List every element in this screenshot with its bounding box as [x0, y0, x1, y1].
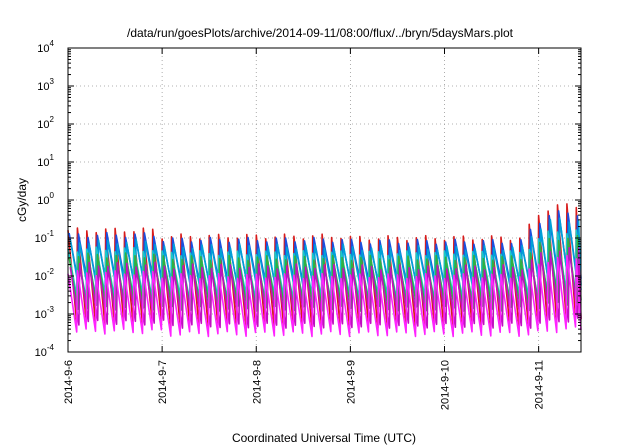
y-tick-label: 104 — [37, 39, 54, 55]
y-tick-exponent: -1 — [47, 229, 55, 238]
series-line-7 — [67, 254, 582, 338]
x-axis-ticks: 2014-9-6 2014-9-7 2014-9-8 2014-9-9 2014-9-1… — [63, 48, 546, 410]
y-tick-label: 10-1 — [35, 229, 55, 245]
y-tick-label: 10-4 — [35, 343, 55, 359]
y-tick-base: 10 — [37, 195, 49, 207]
chart-title: /data/run/goesPlots/archive/2014-09-11/0… — [127, 26, 514, 40]
y-tick-exponent: 3 — [50, 77, 55, 86]
x-tick-label: 2014-9-9 — [345, 360, 357, 404]
y-tick-base: 10 — [35, 347, 47, 359]
y-tick-base: 10 — [35, 309, 47, 321]
y-tick-exponent: 4 — [50, 39, 55, 48]
y-axis-label: cGy/day — [15, 178, 29, 222]
x-tick-label: 2014-9-10 — [440, 360, 452, 410]
y-tick-label: 100 — [37, 191, 54, 207]
y-tick-exponent: -2 — [47, 267, 55, 276]
x-tick-label: 2014-9-8 — [251, 360, 263, 404]
y-tick-label: 103 — [37, 77, 54, 93]
x-tick-label: 2014-9-11 — [534, 360, 546, 409]
y-tick-base: 10 — [37, 157, 49, 169]
y-tick-label: 102 — [37, 115, 54, 131]
series-line-3 — [69, 217, 582, 297]
y-tick-base: 10 — [37, 81, 49, 93]
y-tick-exponent: -4 — [47, 343, 55, 352]
y-tick-label: 10-2 — [35, 267, 55, 283]
data-series — [67, 203, 582, 338]
y-tick-label: 10-3 — [35, 305, 55, 321]
y-tick-base: 10 — [37, 119, 49, 131]
y-tick-base: 10 — [37, 43, 49, 55]
y-tick-exponent: 1 — [50, 153, 55, 162]
y-tick-exponent: 0 — [50, 191, 55, 200]
x-axis-label: Coordinated Universal Time (UTC) — [232, 431, 416, 445]
y-tick-base: 10 — [35, 271, 47, 283]
x-tick-label: 2014-9-7 — [157, 360, 169, 404]
x-tick-label: 2014-9-6 — [63, 360, 75, 404]
y-tick-exponent: -3 — [47, 305, 55, 314]
y-tick-exponent: 2 — [50, 115, 55, 124]
y-tick-label: 101 — [37, 153, 54, 169]
y-tick-base: 10 — [35, 233, 47, 245]
